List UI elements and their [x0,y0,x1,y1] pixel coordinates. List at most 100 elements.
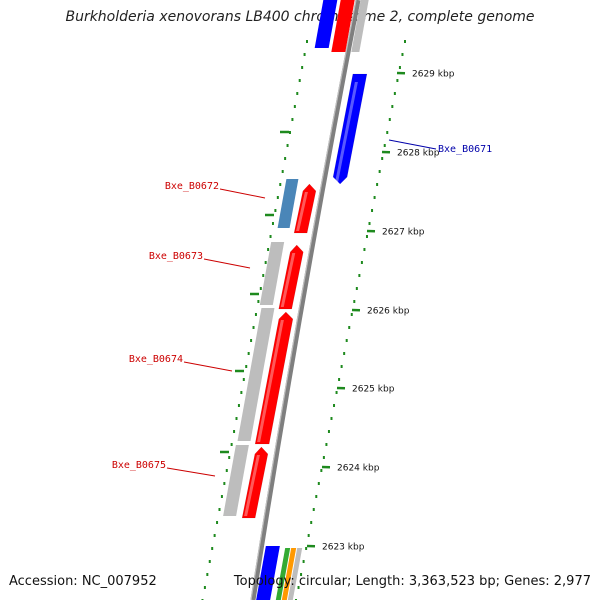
gene-bxe-b0675[interactable] [241,446,269,519]
gene-label-bxe-b0671[interactable]: Bxe_B0671 [438,144,492,155]
minor-tick [279,183,282,186]
gene-bxe-b0674-shape[interactable] [254,311,294,445]
minor-tick [322,456,325,459]
minor-tick [220,495,223,498]
minor-tick [350,313,353,316]
kbp-tick-label: 2627 kbp [382,228,425,238]
minor-tick [301,66,304,69]
minor-tick [338,378,341,381]
gene-bxe-b0672-highlight [296,192,308,231]
minor-tick [325,443,328,446]
minor-tick [393,92,396,95]
gene-bxe-b0674[interactable] [254,311,294,445]
minor-tick [218,508,221,511]
minor-tick [368,222,371,225]
minor-tick [208,560,211,563]
minor-tick [398,66,401,69]
gene-labels: Bxe_B0671 Bxe_B0672 Bxe_B0673 Bxe_B0674 Bxe_… [112,139,492,477]
kbp-tick-label: 2626 kbp [367,307,410,317]
kbp-tick-label: 2625 kbp [352,385,395,395]
minor-tick [305,547,308,550]
gene-bxe-b0675-highlight [244,455,260,516]
minor-tick [291,118,294,121]
minor-tick [355,287,358,290]
minor-tick [404,40,406,43]
minor-tick [245,365,248,368]
minor-tick [259,287,262,290]
gene-label-bxe-b0674[interactable]: Bxe_B0674 [129,354,183,365]
gene-bxe-b0672-shape[interactable] [293,183,317,234]
minor-tick [213,534,216,537]
chromosome-backbone-highlight [250,0,357,600]
minor-tick [228,456,231,459]
minor-tick [286,144,289,147]
feature-green-bottom[interactable] [275,548,291,600]
minor-tick [233,430,236,433]
gene-bxe-b0671[interactable] [332,73,368,185]
gene-bxe-b0673-shape[interactable] [278,244,304,310]
minor-tick [345,339,348,342]
minor-tick [386,131,389,134]
minor-tick [378,170,381,173]
minor-tick [276,196,279,199]
minor-tick [373,196,376,199]
minor-tick [237,404,240,407]
minor-tick [303,53,306,56]
minor-tick [312,508,315,511]
minor-tick [363,248,366,251]
label-leader-line [183,361,233,372]
minor-tick [269,235,272,238]
feature-grey-bottom[interactable] [287,548,303,600]
kbp-tick-label: 2629 kbp [412,70,455,80]
minor-tick [376,183,379,186]
gene-label-bxe-b0675[interactable]: Bxe_B0675 [112,460,166,471]
minor-tick [230,443,233,446]
gene-bxe-b0672[interactable] [293,183,317,234]
minor-tick [264,261,267,264]
minor-tick [296,92,299,95]
minor-tick [401,53,404,56]
minor-tick [274,209,277,212]
minor-tick [206,573,209,576]
minor-tick [297,586,300,589]
minor-tick [247,352,250,355]
minor-tick [225,469,228,472]
minor-tick [257,300,260,303]
feature-top[interactable] [351,0,369,52]
feature-b0673[interactable] [259,242,285,305]
feature-b0675[interactable] [223,445,249,516]
kbp-tick-label: 2623 kbp [322,543,365,553]
major-ticks: 2623 kbp 2624 kbp 2625 kbp 2626 kbp 2627 kbp… [220,70,455,553]
gene-bxe-b0673[interactable] [278,244,304,310]
minor-tick [353,300,356,303]
rna-gene-b0672[interactable] [277,179,299,228]
minor-tick [254,313,257,316]
minor-tick [235,417,238,420]
gene-bxe-b0671-shape[interactable] [332,73,368,185]
minor-tick [298,79,301,82]
forward-gene-top[interactable] [331,0,355,52]
reverse-gene-bottom[interactable] [256,546,280,600]
minor-tick [262,274,265,277]
minor-tick [300,573,303,576]
gene-label-bxe-b0673[interactable]: Bxe_B0673 [149,251,203,262]
label-leader-line [166,467,216,477]
gene-label-bxe-b0672[interactable]: Bxe_B0672 [165,181,219,192]
feature-b0674[interactable] [237,308,275,441]
minor-tick [288,131,291,134]
minor-tick [252,326,255,329]
label-leader-line [203,258,251,269]
minor-tick [335,391,338,394]
minor-tick [284,157,287,160]
minor-tick [203,586,206,589]
minor-tick [391,105,394,108]
feature-orange-bottom[interactable] [281,548,297,600]
minor-tick [307,534,310,537]
minor-tick [240,391,243,394]
gene-bxe-b0675-shape[interactable] [241,446,269,519]
minor-tick [396,79,399,82]
minor-ticks [201,40,406,600]
minor-tick [310,521,313,524]
reverse-gene-top[interactable] [314,0,338,48]
